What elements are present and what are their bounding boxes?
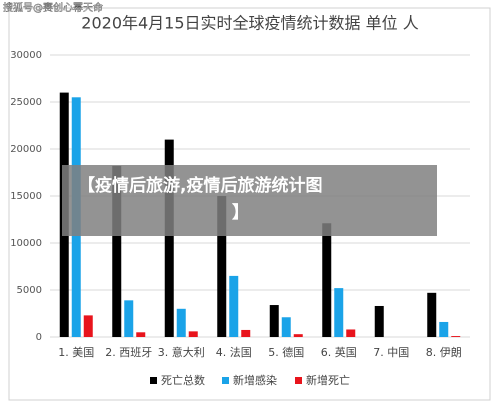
- x-tick-label: 6. 英国: [321, 345, 357, 359]
- chart-title: 2020年4月15日实时全球疫情统计数据 单位 人: [81, 14, 418, 33]
- bar: [293, 334, 303, 337]
- x-tick-label: 7. 中国: [373, 346, 409, 359]
- legend-label: 新增死亡: [306, 373, 350, 387]
- y-tick-label: 30000: [10, 50, 42, 61]
- x-tick-label: 1. 美国: [58, 346, 94, 359]
- bar: [439, 321, 449, 337]
- legend-swatch: [295, 377, 302, 384]
- bar: [112, 165, 122, 337]
- bar: [374, 305, 384, 337]
- x-tick-label: 4. 法国: [216, 345, 252, 359]
- bar: [176, 308, 186, 337]
- bar: [269, 305, 279, 337]
- bar: [124, 300, 134, 337]
- y-tick-label: 0: [36, 332, 42, 343]
- banner-text: 【疫情后旅游,疫情后旅游统计图: [78, 175, 322, 196]
- legend-swatch: [150, 377, 157, 384]
- legend-label: 死亡总数: [161, 373, 205, 387]
- y-tick-label: 25000: [10, 97, 42, 108]
- bar: [281, 317, 291, 337]
- legend-swatch: [222, 377, 229, 384]
- bar: [322, 223, 332, 337]
- bar: [188, 331, 198, 337]
- y-tick-label: 10000: [10, 238, 42, 249]
- banner-text: 】: [232, 202, 249, 223]
- bar: [229, 275, 239, 337]
- bar: [164, 139, 174, 337]
- x-tick-label: 2. 西班牙: [105, 346, 152, 359]
- y-tick-label: 20000: [10, 144, 42, 155]
- x-tick-label: 3. 意大利: [158, 345, 205, 359]
- bar: [334, 288, 344, 337]
- y-tick-label: 5000: [17, 285, 42, 296]
- bar: [427, 292, 437, 337]
- bar: [136, 332, 146, 337]
- banner: [62, 165, 437, 236]
- bar: [241, 329, 251, 337]
- x-tick-label: 8. 伊朗: [426, 346, 462, 359]
- x-tick-label: 5. 德国: [268, 345, 304, 359]
- watermark: 搜狐号@赛创心幂天命: [3, 1, 103, 14]
- bar: [217, 196, 227, 337]
- y-tick-label: 15000: [10, 191, 42, 202]
- bar: [83, 315, 93, 337]
- legend-label: 新增感染: [233, 373, 277, 387]
- bar: [451, 336, 461, 337]
- bar: [346, 329, 356, 337]
